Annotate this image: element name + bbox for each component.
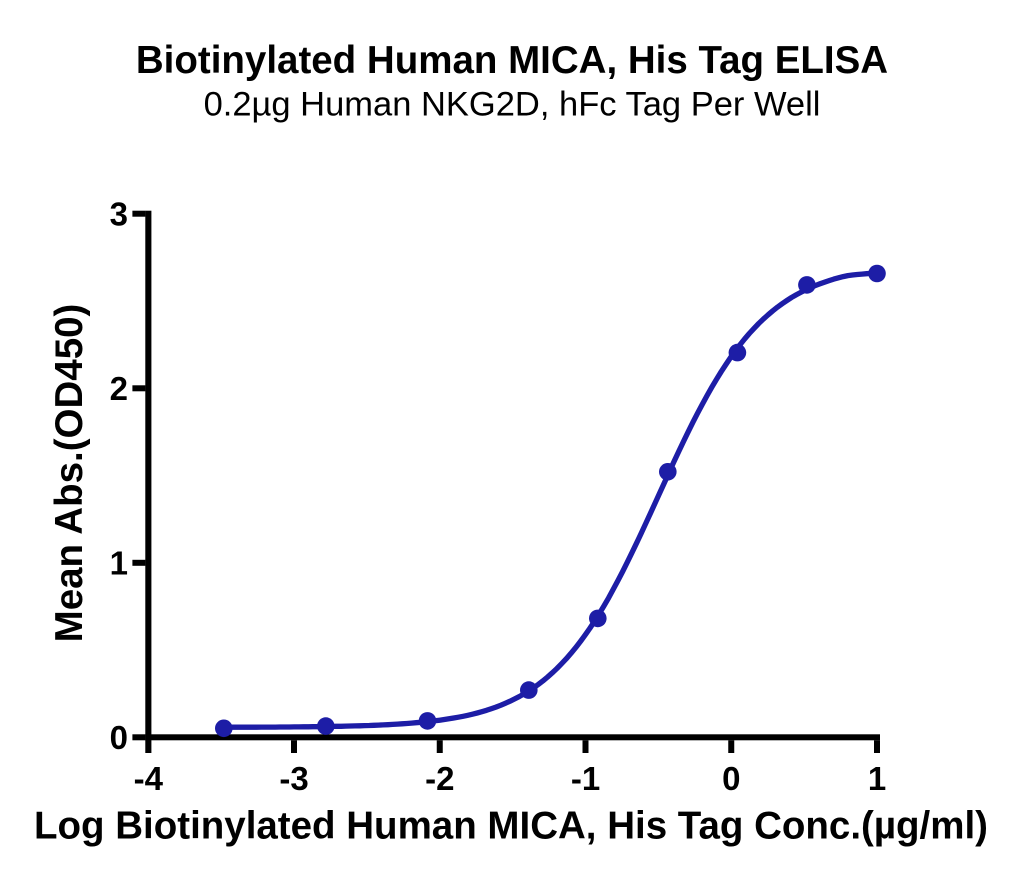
svg-text:Biotinylated Human MICA, His T: Biotinylated Human MICA, His Tag ELISA [136, 39, 888, 82]
svg-text:-2: -2 [425, 760, 454, 797]
svg-text:0: 0 [722, 760, 740, 797]
svg-text:2: 2 [110, 370, 128, 407]
svg-text:Mean Abs.(OD450): Mean Abs.(OD450) [48, 304, 91, 643]
svg-text:-1: -1 [571, 760, 600, 797]
svg-text:1: 1 [868, 760, 886, 797]
svg-text:0.2µg Human NKG2D, hFc Tag Per: 0.2µg Human NKG2D, hFc Tag Per Well [204, 85, 821, 123]
svg-text:3: 3 [110, 196, 128, 233]
svg-text:1: 1 [110, 545, 128, 582]
svg-text:Log Biotinylated Human MICA, H: Log Biotinylated Human MICA, His Tag Con… [34, 805, 988, 848]
svg-text:0: 0 [110, 719, 128, 756]
svg-text:-3: -3 [279, 760, 308, 797]
svg-text:-4: -4 [134, 760, 164, 797]
